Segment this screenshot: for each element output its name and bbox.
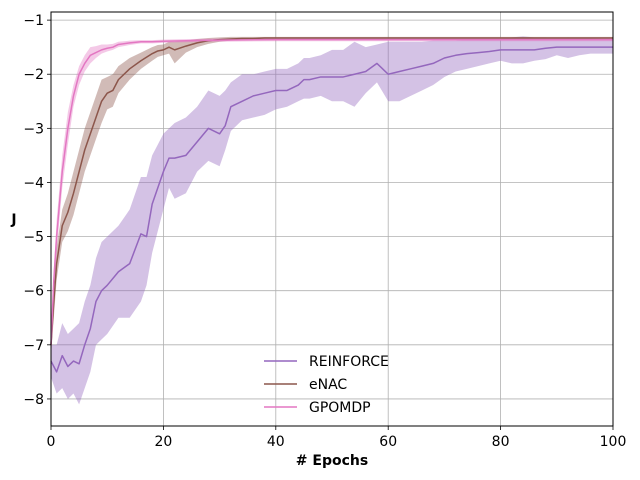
reinforce-band — [51, 36, 613, 405]
y-axis-label: J — [10, 212, 16, 228]
x-tick-label: 0 — [47, 434, 56, 450]
y-tick-label: −3 — [23, 121, 44, 137]
series-lines — [50, 37, 613, 373]
enac-line — [50, 37, 613, 345]
x-tick-label: 100 — [600, 434, 627, 450]
legend: REINFORCE eNAC GPOMDP — [264, 354, 389, 416]
grid — [50, 12, 614, 426]
plot-frame — [50, 11, 614, 427]
x-tick-label: 80 — [492, 434, 510, 450]
confidence-bands — [51, 36, 613, 405]
y-tick-label: −8 — [23, 392, 44, 408]
y-tick-label: −2 — [23, 67, 44, 83]
legend-label-enac: eNAC — [309, 377, 347, 393]
x-tick-label: 60 — [379, 434, 397, 450]
axis-ticks: 0 20 40 60 80 100 −8 −7 −6 −5 −4 −3 −2 −1 — [23, 13, 626, 450]
x-tick-label: 20 — [154, 434, 172, 450]
y-tick-label: −6 — [23, 284, 44, 300]
x-tick-label: 40 — [267, 434, 285, 450]
y-tick-label: −7 — [23, 338, 44, 354]
legend-label-reinforce: REINFORCE — [309, 354, 389, 370]
x-axis-label: # Epochs — [296, 453, 368, 469]
y-tick-label: −4 — [23, 175, 44, 191]
y-tick-label: −5 — [23, 230, 44, 246]
y-tick-label: −1 — [23, 13, 44, 29]
legend-label-gpomdp: GPOMDP — [309, 400, 371, 416]
gpomdp-line — [50, 38, 613, 345]
reinforce-line — [50, 46, 613, 373]
